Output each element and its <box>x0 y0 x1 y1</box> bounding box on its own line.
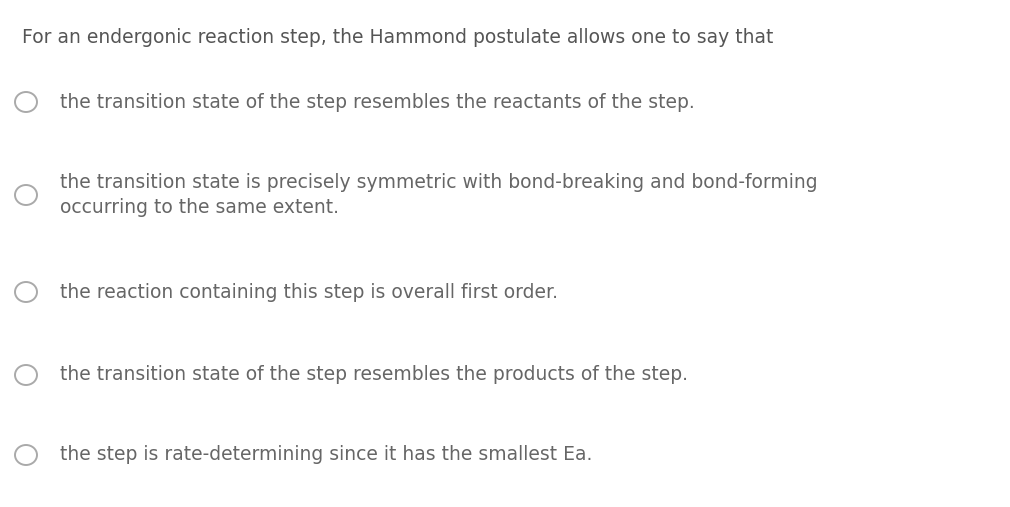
Text: the transition state is precisely symmetric with bond-breaking and bond-forming
: the transition state is precisely symmet… <box>60 173 818 217</box>
Text: the step is rate-determining since it has the smallest Ea.: the step is rate-determining since it ha… <box>60 446 593 464</box>
Ellipse shape <box>15 445 37 465</box>
Text: the transition state of the step resembles the products of the step.: the transition state of the step resembl… <box>60 366 688 384</box>
Text: For an endergonic reaction step, the Hammond postulate allows one to say that: For an endergonic reaction step, the Ham… <box>22 28 774 47</box>
Ellipse shape <box>15 282 37 302</box>
Ellipse shape <box>15 365 37 385</box>
Text: the transition state of the step resembles the reactants of the step.: the transition state of the step resembl… <box>60 92 695 112</box>
Ellipse shape <box>15 185 37 205</box>
Text: the reaction containing this step is overall first order.: the reaction containing this step is ove… <box>60 282 558 302</box>
Ellipse shape <box>15 92 37 112</box>
